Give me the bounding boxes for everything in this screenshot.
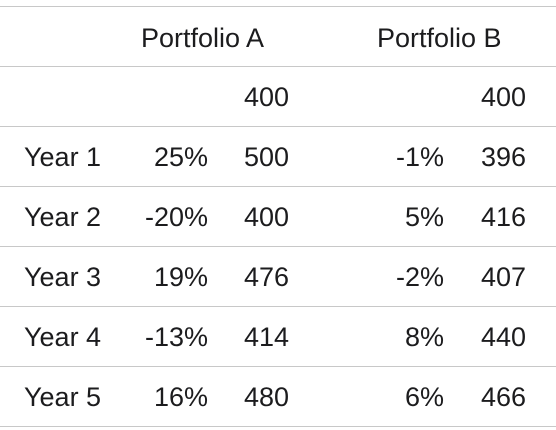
portfolio-a-value: 480 <box>243 382 289 412</box>
portfolio-a-return: 19% <box>153 262 208 292</box>
table-row: Year 1 25% 500 -1% 396 <box>0 126 556 186</box>
portfolio-a-return: 16% <box>153 382 208 412</box>
table-row: Year 4 -13% 414 8% 440 <box>0 306 556 366</box>
table-row: Year 3 19% 476 -2% 407 <box>0 246 556 306</box>
portfolio-b-return: 6% <box>404 382 444 412</box>
portfolio-a-return: -13% <box>144 322 208 352</box>
portfolio-a-value: 500 <box>243 142 289 172</box>
portfolio-b-return: 8% <box>404 322 444 352</box>
portfolio-a-value: 414 <box>243 322 289 352</box>
portfolio-a-value: 400 <box>243 202 289 232</box>
header-row: Portfolio A Portfolio B <box>0 6 556 66</box>
portfolio-a-header: Portfolio A <box>141 23 265 53</box>
portfolio-a-return: -20% <box>144 202 208 232</box>
portfolio-b-value: 466 <box>480 382 526 412</box>
portfolio-b-value: 407 <box>480 262 526 292</box>
portfolio-b-value: 440 <box>480 322 526 352</box>
table-row: Year 2 -20% 400 5% 416 <box>0 186 556 246</box>
year-label: Year 5 <box>24 382 102 412</box>
year-label: Year 1 <box>24 142 102 172</box>
year-label: Year 4 <box>24 322 102 352</box>
portfolio-b-return: -2% <box>395 262 444 292</box>
portfolio-b-value: 416 <box>480 202 526 232</box>
portfolio-a-value: 476 <box>243 262 289 292</box>
portfolio-b-return: -1% <box>395 142 444 172</box>
portfolio-b-header: Portfolio B <box>377 23 502 53</box>
portfolio-b-return: 5% <box>404 202 444 232</box>
portfolio-a-return: 25% <box>153 142 208 172</box>
year-label: Year 2 <box>24 202 102 232</box>
portfolio-b-initial-value: 400 <box>480 82 526 112</box>
portfolio-table: Portfolio A Portfolio B 400 400 Year 1 2… <box>0 6 556 427</box>
initial-value-row: 400 400 <box>0 66 556 126</box>
table-row: Year 5 16% 480 6% 466 <box>0 366 556 427</box>
year-label: Year 3 <box>24 262 102 292</box>
portfolio-a-initial-value: 400 <box>243 82 289 112</box>
portfolio-b-value: 396 <box>480 142 526 172</box>
